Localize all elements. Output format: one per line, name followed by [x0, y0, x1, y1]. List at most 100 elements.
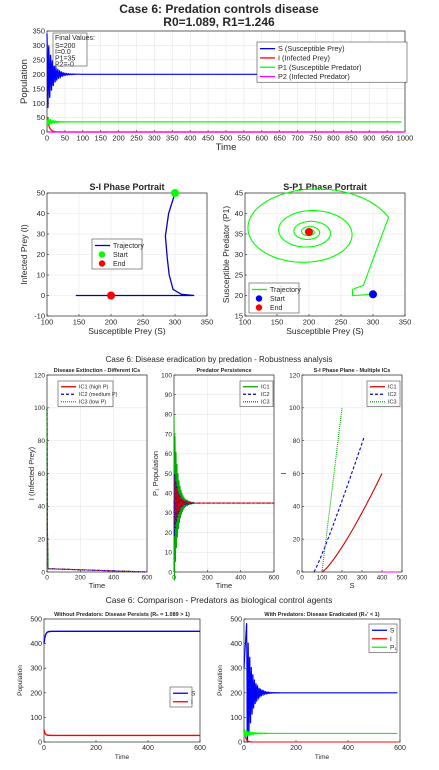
c2-legend-label: S — [390, 628, 395, 635]
si-tick-label-x: 200 — [105, 318, 118, 327]
ts-legend: S (Susceptible Prey)I (Infected Prey)P1 … — [256, 41, 408, 83]
sp-tick-label-x: 250 — [335, 318, 348, 327]
c2-title: With Predators: Disease Eradicated (R₀' … — [264, 612, 379, 618]
r2-tick-label-y: 60 — [165, 451, 173, 458]
ts-ylabel: Population — [19, 59, 30, 104]
r1-tick-label-x: 0 — [45, 575, 49, 582]
ts-tick-label-x: 500 — [220, 134, 233, 143]
r1-tick-label-y: 60 — [38, 471, 46, 478]
c1-tick-label-y: 200 — [30, 690, 42, 697]
si-legend-label: Trajectory — [113, 243, 144, 250]
c2-legend-label: I — [390, 636, 392, 643]
ts-tick-label-x: 850 — [345, 134, 358, 143]
sp-axes-box — [244, 192, 406, 317]
si-tick-label-y: 0 — [41, 291, 45, 300]
ts-tick-label-x: 700 — [291, 134, 304, 143]
figure-1-subtitle: R0=1.089, R1=1.246 — [163, 15, 275, 29]
r1-legend-label: IC2 (medium P) — [79, 392, 118, 398]
c2-legend-label: P₁ — [390, 645, 397, 652]
ts-tick-label-x: 250 — [130, 134, 143, 143]
sp-title: S-P1 Phase Portrait — [283, 182, 367, 192]
r2-legend-label: IC1 — [261, 385, 270, 391]
c1-tick-label-y: 300 — [30, 666, 42, 673]
si-tick-label-y: 30 — [37, 230, 45, 239]
sp-tick-label-x: 350 — [399, 318, 412, 327]
c1-xlabel: Time — [115, 754, 130, 761]
sp-tick-label-y: 30 — [235, 250, 243, 259]
ts-xlabel: Time — [216, 142, 237, 153]
ts-tick-label-x: 400 — [184, 134, 197, 143]
r3-tick-label-y: 100 — [289, 405, 300, 412]
final-value-3: P2=-0 — [55, 62, 74, 69]
si-tick-label-y: 40 — [37, 209, 45, 218]
r2-tick-label-x: 200 — [202, 575, 213, 582]
r1-line-ic3 — [46, 407, 148, 573]
r1-title: Disease Extinction - Different ICs — [54, 368, 141, 374]
final-value-1: I=0.0 — [55, 49, 71, 56]
ts-tick-label-x: 650 — [273, 134, 286, 143]
ts-tick-label-y: 100 — [32, 99, 45, 108]
c2-line-S — [243, 623, 398, 743]
si-legend-marker — [98, 260, 106, 267]
r2-tick-label-x: 400 — [235, 575, 246, 582]
r2-tick-label-y: 0 — [168, 569, 172, 576]
r2-line-ic3 — [173, 476, 275, 531]
c2-tick-label-y: 0 — [238, 739, 242, 746]
ts-tick-label-x: 350 — [166, 134, 179, 143]
figure-3-comparison: Case 6: Comparison - Predators as biolog… — [17, 595, 406, 761]
figure-3-title: Case 6: Comparison - Predators as biolog… — [106, 595, 333, 605]
r1-tick-label-y: 100 — [34, 405, 45, 412]
si-tick-label-y: 50 — [37, 189, 45, 198]
si-tick-label-x: 300 — [169, 318, 182, 327]
r1-tick-label-x: 200 — [75, 575, 86, 582]
ts-tick-label-y: 250 — [32, 55, 45, 64]
final-value-0: S=200 — [55, 43, 76, 50]
c1-line-I — [43, 729, 200, 737]
c1-tick-label-x: 0 — [42, 745, 46, 752]
ts-tick-label-y: 200 — [32, 70, 45, 79]
r1-tick-label-y: 0 — [41, 569, 45, 576]
c2-line-I — [243, 729, 398, 743]
sp-tick-label-x: 200 — [303, 318, 316, 327]
ts-tick-label-x: 1000 — [397, 134, 414, 143]
final-values-box — [52, 32, 88, 67]
c2-xlabel: Time — [315, 754, 330, 761]
ts-tick-label-x: 600 — [256, 134, 269, 143]
sp-legend-marker — [255, 295, 263, 302]
c2-tick-label-x: 0 — [242, 745, 246, 752]
r3-tick-label-x: 300 — [357, 575, 368, 582]
r3-tick-label-y: 60 — [293, 471, 301, 478]
c1-legend-label: I — [191, 699, 193, 706]
c1-tick-label-x: 400 — [142, 745, 154, 752]
r3-tick-label-x: 200 — [337, 575, 348, 582]
ts-tick-label-x: 800 — [327, 134, 340, 143]
si-legend: Trajectory Start End — [91, 238, 144, 270]
ts-tick-label-x: 150 — [94, 134, 107, 143]
c2-axes: 0 200 400 600 0 100 200 300 400 500 — [230, 616, 406, 752]
figure-2-title: Case 6: Disease eradication by predation… — [106, 355, 333, 364]
r2-tick-label-y: 20 — [165, 530, 173, 537]
r1-tick-label-y: 120 — [34, 372, 45, 379]
c1-tick-label-y: 0 — [38, 739, 42, 746]
sp-xlabel: Susceptible Prey (S) — [286, 326, 364, 336]
si-legend-label: Start — [113, 252, 128, 259]
ts-line-S — [46, 33, 402, 109]
sp-tick-label-x: 100 — [239, 318, 252, 327]
r1-legend-label: IC1 (high P) — [79, 385, 109, 391]
r1-xlabel: Time — [89, 581, 105, 590]
r2-tick-label-y: 30 — [165, 510, 173, 517]
si-tick-label-y: -10 — [34, 312, 45, 321]
ts-tick-label-x: 0 — [45, 134, 49, 143]
si-xlabel: Susceptible Prey (S) — [88, 326, 166, 336]
si-axes-box — [46, 192, 208, 317]
sp-tick-label-y: 15 — [235, 312, 243, 321]
sp-ylabel: Susceptible Predator (P1) — [221, 206, 231, 303]
ts-legend-box — [256, 41, 408, 83]
c2-tick-label-x: 600 — [394, 745, 406, 752]
ts-legend-label: I (Infected Prey) — [278, 54, 330, 63]
ts-axes: 0 50 100 150 200 250 300 350 400 450 500 550 600 650 7… — [32, 27, 413, 143]
si-start-marker — [171, 189, 179, 197]
r1-tick-label-y: 80 — [38, 438, 46, 445]
